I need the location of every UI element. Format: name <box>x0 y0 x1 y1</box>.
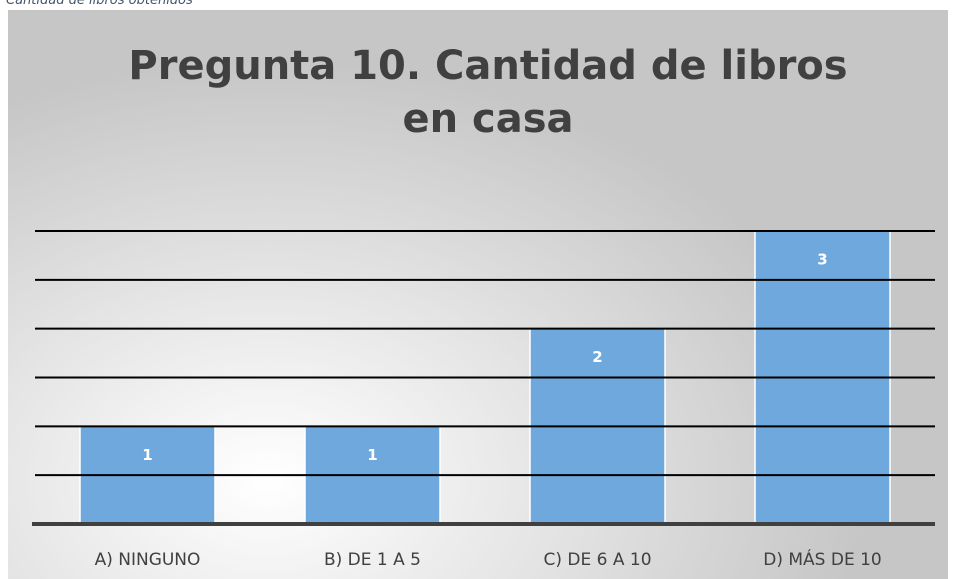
x-tick-label: D) MÁS DE 10 <box>763 548 882 570</box>
data-label: 1 <box>367 446 377 464</box>
data-label: 2 <box>592 348 602 366</box>
x-tick-label: C) DE 6 A 10 <box>543 550 651 570</box>
x-tick-label: B) DE 1 A 5 <box>324 550 421 570</box>
chart-title: Pregunta 10. Cantidad de libros en casa <box>128 43 848 142</box>
data-label: 1 <box>142 446 152 464</box>
x-tick-label: A) NINGUNO <box>95 550 201 570</box>
caption: Cantidad de libros obtenidos <box>6 0 193 8</box>
data-label: 3 <box>817 251 827 269</box>
